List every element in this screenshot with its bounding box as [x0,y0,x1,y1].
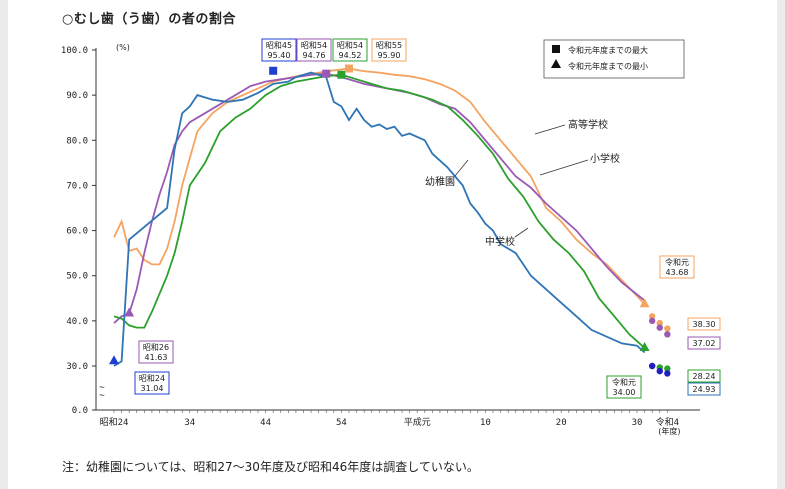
data-point-高等学校 [664,325,671,332]
max-annotation-box [371,38,407,62]
x-tick-label: 20 [556,418,567,428]
legend-box [543,39,685,79]
x-tick-label: 令和4 [656,416,679,428]
y-tick-label: 50.0 [66,272,88,282]
min-annotation-value: 31.04 [141,384,164,393]
data-point-幼稚園 [648,362,656,370]
min-annotation-label: 昭和26 [143,343,169,352]
end-value-label: 24.93 [693,385,716,394]
x-tick-label: 平成元 [404,416,431,428]
max-marker [344,64,353,73]
data-point-小学校 [664,331,671,338]
y-tick-label: 0.0 [72,406,88,416]
x-tick-label: 54 [336,418,347,428]
min-marker [109,355,119,365]
y-tick-label: 30.0 [66,362,88,372]
x-unit-label: (年度) [658,426,680,436]
min-marker [639,298,650,308]
data-point-幼稚園 [664,370,671,377]
min-annotation-label: 令和元 [612,377,636,387]
max-marker [322,69,331,78]
legend-label-min: 令和元年度までの最小 [568,61,648,71]
chart-title: ○むし歯（う歯）の者の割合 [62,12,236,27]
max-marker [337,70,346,79]
series-line-小学校 [113,72,646,324]
axis-break-mark: ~ [99,383,105,393]
footnote: 注：幼稚園については、昭和27～30年度及び昭和46年度は調査していない。 [62,460,479,474]
x-tick-label: 34 [184,418,195,428]
data-point-小学校 [648,317,656,325]
y-tick-label: 70.0 [66,181,88,191]
x-tick-label: 30 [632,418,643,428]
end-value-label: 38.30 [693,320,716,329]
data-point-高等学校 [648,313,656,320]
min-annotation-value: 34.00 [613,388,636,397]
y-tick-label: 60.0 [66,227,88,237]
max-annotation-box [296,38,332,62]
max-annotation-value: 95.40 [268,51,291,60]
x-tick-label: 10 [480,418,491,428]
min-annotation-box [138,340,174,364]
y-tick-label: 40.0 [66,317,88,327]
max-annotation-label: 昭和54 [301,41,327,50]
series-label: 幼稚園 [425,175,455,188]
max-annotation-box [261,38,297,62]
end-value-box [687,336,721,350]
data-point-高等学校 [656,319,663,327]
x-tick-label: 44 [260,418,271,428]
series-line-幼稚園 [113,71,646,367]
end-value-box [687,317,721,331]
min-annotation-box [606,375,642,399]
x-tick-label: 昭和24 [100,417,129,428]
min-annotation-label: 昭和24 [139,374,165,383]
axis-break-mark: ~ [99,391,105,401]
min-annotation-value: 43.68 [666,268,689,277]
min-annotation-box [134,371,170,395]
series-line-高等学校 [113,67,646,305]
end-value-box [687,382,721,396]
series-label-leader [454,159,469,177]
min-marker [124,307,135,317]
max-annotation-box [332,38,368,62]
max-marker [269,66,278,75]
min-annotation-box [659,255,695,279]
data-point-小学校 [656,324,663,331]
left-frame [0,0,8,489]
data-point-幼稚園 [656,367,663,375]
series-label: 中学校 [485,235,515,248]
max-annotation-value: 94.76 [303,51,326,60]
min-marker [639,341,650,351]
end-value-label: 37.02 [693,339,716,348]
max-annotation-label: 昭和55 [376,41,402,50]
y-tick-label: 100.0 [61,46,88,56]
end-value-label: 28.24 [693,372,716,381]
y-unit-label: (%) [116,43,130,52]
min-annotation-value: 41.63 [145,353,168,362]
max-annotation-value: 95.90 [378,51,401,60]
y-tick-label: 90.0 [66,91,88,101]
legend-triangle-marker [551,59,561,68]
max-annotation-value: 94.52 [339,51,362,60]
series-label: 小学校 [590,152,620,165]
max-annotation-label: 昭和45 [266,41,292,50]
series-label-leader [539,159,589,176]
legend-label-max: 令和元年度までの最大 [568,45,648,55]
min-annotation-label: 令和元 [665,257,689,267]
y-tick-label: 80.0 [66,136,88,146]
end-value-box [687,369,721,383]
right-frame [777,0,785,489]
series-label-leader [534,124,566,135]
max-annotation-label: 昭和54 [337,41,363,50]
data-point-中学校 [664,365,671,372]
series-label-leader [514,227,529,238]
series-label: 高等学校 [568,118,608,131]
legend-square-marker [552,45,560,53]
